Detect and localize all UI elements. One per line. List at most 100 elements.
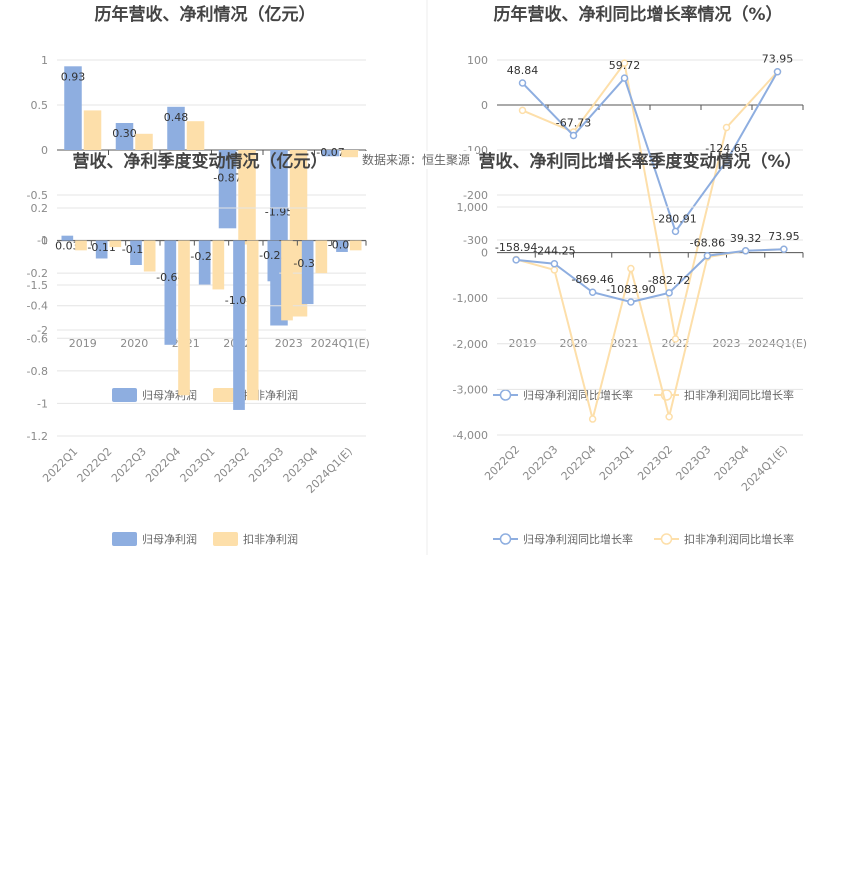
legend-swatch [213, 388, 238, 402]
legend-label: 归母净利润同比增长率 [523, 388, 633, 402]
bar-net-profit [115, 123, 134, 150]
data-label: -0.27 [190, 250, 218, 263]
data-label: 39.32 [730, 232, 762, 245]
data-label: -0.07 [316, 146, 344, 159]
bar-deducted-net-profit [238, 150, 256, 245]
bar-deducted-net-profit [135, 133, 153, 150]
legend-swatch [112, 388, 137, 402]
point-net-profit-growth [703, 251, 712, 260]
point-deducted-profit-growth [722, 123, 731, 132]
data-label: 48.84 [507, 64, 539, 77]
source-note: 数据来源：恒生聚源 [362, 152, 470, 167]
bar-deducted-net-profit [281, 240, 293, 321]
data-label: -0.64 [156, 271, 184, 284]
bar-net-profit [95, 240, 108, 259]
data-label: -1.04 [225, 294, 253, 307]
y-tick-label: -2 [37, 324, 48, 337]
data-label: 73.95 [762, 53, 794, 66]
data-label: 73.95 [768, 230, 800, 243]
y-tick-label: -1 [37, 397, 48, 410]
chart-title: 营收、净利同比增长率季度变动情况（%） [478, 151, 801, 172]
bar-net-profit [218, 150, 237, 229]
bar-net-profit [198, 240, 211, 285]
y-tick-label: -1.5 [27, 279, 48, 292]
legend-swatch-marker [499, 389, 512, 401]
point-net-profit-growth [741, 247, 750, 255]
point-deducted-profit-growth [518, 106, 527, 115]
source-note-background [358, 151, 476, 169]
y-tick-label: -0.6 [27, 332, 48, 345]
y-tick-label: -1 [37, 234, 48, 247]
data-label: -280.91 [654, 212, 696, 225]
legend-label: 归母净利润 [142, 532, 197, 546]
x-tick-label: 2024Q1(E) [311, 337, 370, 350]
data-label: -0.39 [293, 257, 321, 270]
bar-net-profit [321, 150, 340, 157]
data-label: -158.94 [495, 241, 537, 254]
y-tick-label: 0 [41, 144, 48, 157]
point-net-profit-growth [518, 79, 527, 87]
point-deducted-profit-growth [665, 413, 673, 421]
y-tick-label: 0 [41, 235, 48, 248]
y-tick-label: -0.2 [27, 267, 48, 280]
legend-swatch-marker [499, 533, 512, 545]
y-tick-label: 0 [481, 247, 488, 260]
y-tick-label: -200 [463, 189, 488, 202]
y-tick-label: -1,000 [453, 292, 488, 305]
legend-swatch-marker [660, 533, 673, 545]
point-net-profit-growth [665, 289, 673, 297]
data-label: -882.72 [648, 274, 690, 287]
chart-title: 营收、净利季度变动情况（亿元） [73, 151, 328, 172]
y-tick-label: -0.8 [27, 365, 48, 378]
x-tick-label: 2022Q2 [75, 445, 115, 485]
bar-net-profit [164, 240, 177, 345]
bar-net-profit [167, 106, 185, 150]
x-tick-label: 2023Q1 [178, 445, 218, 485]
data-label: 0.93 [61, 70, 86, 83]
bar-net-profit [233, 240, 245, 410]
x-tick-label: 2020 [120, 337, 148, 350]
data-label: -1.95 [265, 205, 293, 218]
x-tick-label: 2023Q2 [212, 445, 252, 485]
y-tick-label: 100 [467, 54, 488, 67]
annual-profit-bar-chart: 历年营收、净利情况（亿元） 1 0.5 0 -0.5 -1 -1.5 -2 2019 2020 2… [27, 4, 370, 402]
bar-net-profit [267, 240, 280, 282]
data-label: -869.46 [571, 273, 613, 286]
bar-deducted-net-profit [246, 240, 259, 401]
bar-deducted-net-profit [212, 240, 225, 290]
line-net-profit-growth [521, 71, 779, 234]
point-net-profit-growth [512, 256, 520, 264]
legend-label: 扣非净利润同比增长率 [684, 388, 794, 402]
x-tick-label: 2023Q2 [635, 443, 675, 483]
x-tick-label: 2022Q2 [482, 443, 522, 483]
point-net-profit-growth [569, 131, 578, 140]
data-label: -0.07 [328, 239, 356, 252]
point-net-profit-growth [550, 259, 559, 268]
bar-net-profit [64, 66, 82, 150]
data-label: -0.15 [122, 243, 150, 256]
data-label: 0.03 [55, 240, 80, 253]
data-label: 0.30 [112, 127, 137, 140]
line-deducted-profit-growth [522, 60, 779, 340]
y-tick-label: -2,000 [453, 338, 488, 351]
bar-deducted-net-profit [349, 240, 362, 251]
bar-net-profit [61, 235, 74, 241]
y-tick-label: 0 [481, 99, 488, 112]
bar-deducted-net-profit [315, 240, 328, 274]
bar-net-profit [336, 240, 348, 252]
y-tick-label: -3,000 [453, 383, 488, 396]
bar-net-profit [301, 240, 314, 305]
y-tick-label: 0.5 [31, 99, 49, 112]
y-tick-label: -1.2 [27, 430, 48, 443]
data-label: -244.25 [533, 245, 575, 258]
point-deducted-profit-growth [627, 264, 635, 273]
y-tick-label: 1 [41, 54, 48, 67]
bar-deducted-net-profit [341, 150, 359, 158]
point-deducted-profit-growth [671, 335, 680, 343]
x-tick-label: 2022Q3 [520, 443, 560, 483]
bar-deducted-net-profit [109, 240, 122, 248]
point-net-profit-growth [773, 67, 782, 76]
bar-deducted-net-profit [178, 240, 190, 396]
point-net-profit-growth [780, 245, 788, 253]
